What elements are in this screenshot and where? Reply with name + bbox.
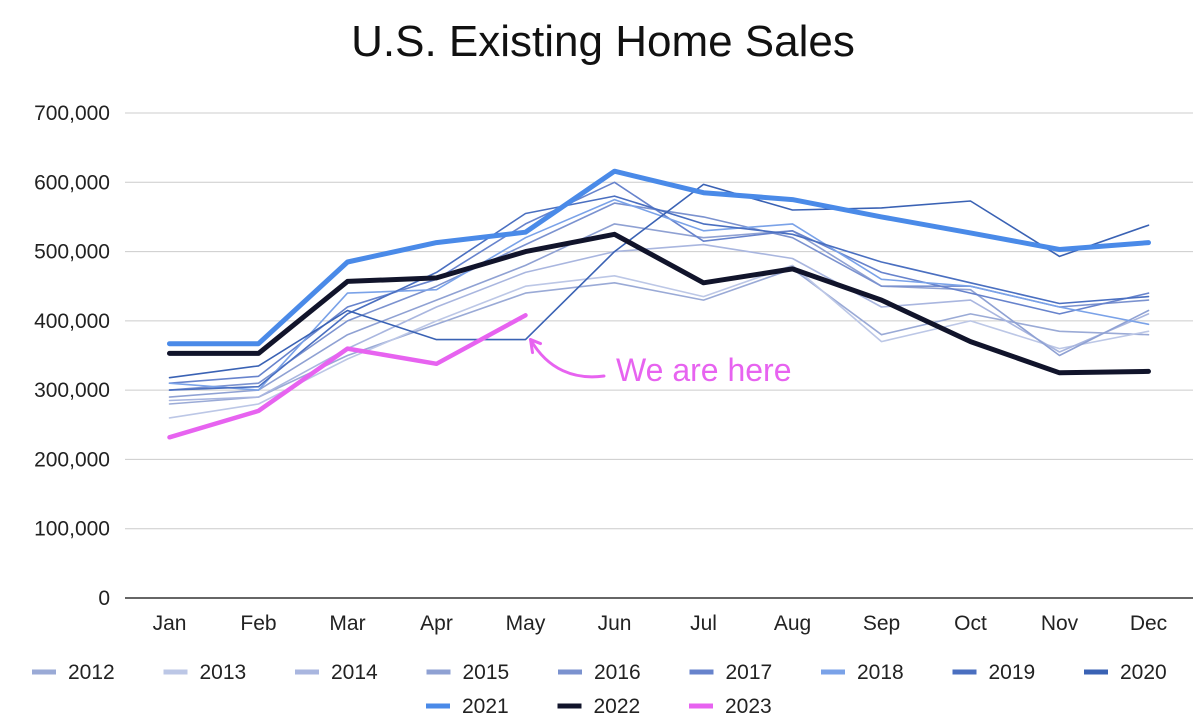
y-axis-tick-labels: 0 100,000 200,000 300,000 400,000 500,000 600,… (34, 102, 110, 610)
series-lines (167, 168, 1151, 440)
gridlines (125, 112, 1193, 599)
x-tick-label: Oct (954, 612, 987, 635)
legend-label-2015: 2015 (463, 661, 510, 684)
legend-label-2022: 2022 (594, 695, 641, 718)
y-tick-label: 600,000 (34, 171, 110, 194)
y-tick-label: 0 (98, 587, 110, 610)
legend-label-2019: 2019 (989, 661, 1036, 684)
legend-label-2016: 2016 (594, 661, 641, 684)
y-tick-label: 500,000 (34, 241, 110, 264)
x-tick-label: Jun (598, 612, 632, 635)
x-tick-label: Mar (329, 612, 365, 635)
x-tick-label: Jan (153, 612, 187, 635)
x-tick-label: Dec (1130, 612, 1167, 635)
series-line-2019 (168, 195, 1150, 391)
legend-label-2017: 2017 (726, 661, 773, 684)
legend-label-2018: 2018 (857, 661, 904, 684)
x-tick-label: Jul (690, 612, 717, 635)
legend-label-2020: 2020 (1120, 661, 1167, 684)
series-line-2023 (167, 313, 528, 440)
legend-label-2012: 2012 (68, 661, 115, 684)
series-line-2022 (167, 231, 1151, 376)
x-tick-label: Aug (774, 612, 811, 635)
x-tick-label: Nov (1041, 612, 1079, 635)
legend-label-2023: 2023 (725, 695, 772, 718)
legend-label-2014: 2014 (331, 661, 378, 684)
chart-title: U.S. Existing Home Sales (351, 17, 855, 66)
y-tick-label: 100,000 (34, 518, 110, 541)
series-line-2017 (168, 181, 1150, 385)
x-tick-label: Sep (863, 612, 900, 635)
annotation: We are here (529, 338, 792, 388)
y-tick-label: 200,000 (34, 448, 110, 471)
series-line-2020 (168, 183, 1150, 379)
y-tick-label: 400,000 (34, 310, 110, 333)
legend-label-2021: 2021 (462, 695, 509, 718)
x-axis-tick-labels: Jan Feb Mar Apr May Jun Jul Aug Sep Oct Nov Dec (153, 612, 1168, 635)
annotation-arrowhead (529, 338, 542, 355)
y-tick-label: 300,000 (34, 379, 110, 402)
x-tick-label: Apr (420, 612, 453, 635)
series-line-2018 (168, 198, 1150, 391)
annotation-arrow (529, 338, 606, 379)
annotation-text: We are here (616, 352, 792, 388)
x-tick-label: Feb (240, 612, 276, 635)
series-line-2012 (168, 268, 1150, 405)
y-tick-label: 700,000 (34, 102, 110, 125)
legend: 2012 2013 2014 2015 2016 2017 2018 2019 2020 2021… (32, 661, 1167, 718)
series-line-2021 (167, 168, 1151, 347)
series-line-2013 (168, 264, 1150, 419)
legend-label-2013: 2013 (200, 661, 247, 684)
x-tick-label: May (506, 612, 546, 635)
series-line-2015 (168, 223, 1150, 398)
